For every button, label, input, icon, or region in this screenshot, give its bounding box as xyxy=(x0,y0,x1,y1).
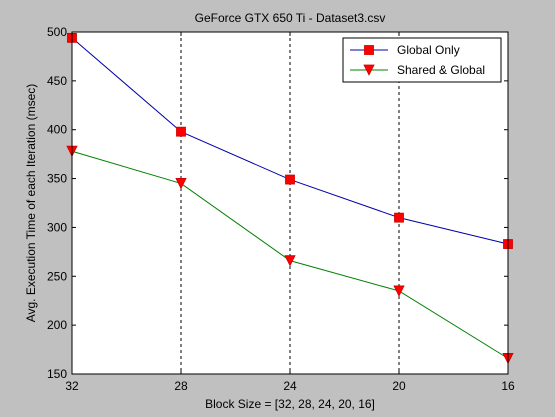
y-tick-label: 250 xyxy=(47,269,67,283)
x-tick-label: 16 xyxy=(501,379,515,393)
y-tick-label: 200 xyxy=(47,318,67,332)
legend-label-global-only: Global Only xyxy=(397,43,460,57)
y-tick-label: 150 xyxy=(47,367,67,381)
x-tick-label: 20 xyxy=(392,379,406,393)
y-tick-label: 500 xyxy=(47,25,67,39)
y-axis-label: Avg. Execution Time of each Iteration (m… xyxy=(24,84,38,323)
x-tick-label: 32 xyxy=(65,379,79,393)
y-tick-label: 300 xyxy=(47,220,67,234)
x-axis-label: Block Size = [32, 28, 24, 20, 16] xyxy=(205,397,375,411)
legend-marker-global-only xyxy=(365,46,374,55)
legend: Global Only Shared & Global xyxy=(343,38,501,82)
data-point-global-only xyxy=(177,127,186,136)
y-tick-label: 400 xyxy=(47,123,67,137)
data-point-global-only xyxy=(286,175,295,184)
legend-label-shared-global: Shared & Global xyxy=(397,63,485,77)
data-point-global-only xyxy=(395,213,404,222)
chart-title: GeForce GTX 650 Ti - Dataset3.csv xyxy=(195,11,386,25)
x-tick-label: 24 xyxy=(283,379,297,393)
y-tick-label: 450 xyxy=(47,74,67,88)
x-tick-label: 28 xyxy=(174,379,188,393)
y-tick-label: 350 xyxy=(47,172,67,186)
